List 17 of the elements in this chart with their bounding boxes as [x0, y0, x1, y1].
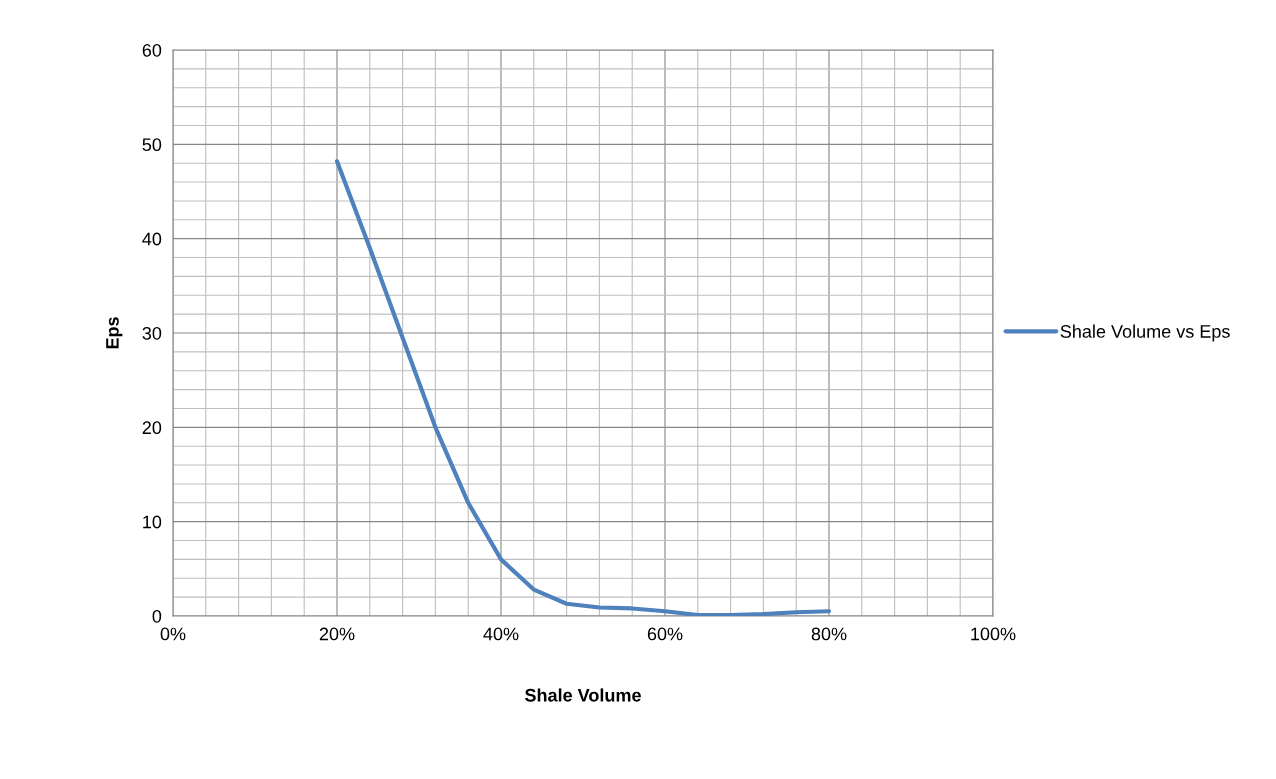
x-tick-label: 80%: [811, 627, 847, 641]
y-tick-label: 40: [142, 232, 162, 246]
y-axis-title: Eps: [106, 317, 123, 349]
legend-label: Shale Volume vs Eps: [1060, 324, 1230, 342]
y-tick-label: 30: [142, 326, 162, 340]
y-tick-label: 0: [152, 609, 162, 623]
x-tick-label: 40%: [483, 627, 519, 641]
y-tick-label: 50: [142, 138, 162, 152]
y-tick-label: 60: [142, 43, 162, 57]
x-tick-label: 0%: [160, 627, 186, 641]
y-tick-label: 10: [143, 515, 162, 529]
x-axis-title: Shale Volume: [524, 688, 641, 702]
x-tick-label: 60%: [647, 627, 683, 641]
y-tick-label: 20: [142, 421, 162, 435]
x-tick-label: 100%: [971, 627, 1016, 641]
line-series: [334, 159, 832, 616]
x-tick-label: 20%: [319, 627, 355, 641]
